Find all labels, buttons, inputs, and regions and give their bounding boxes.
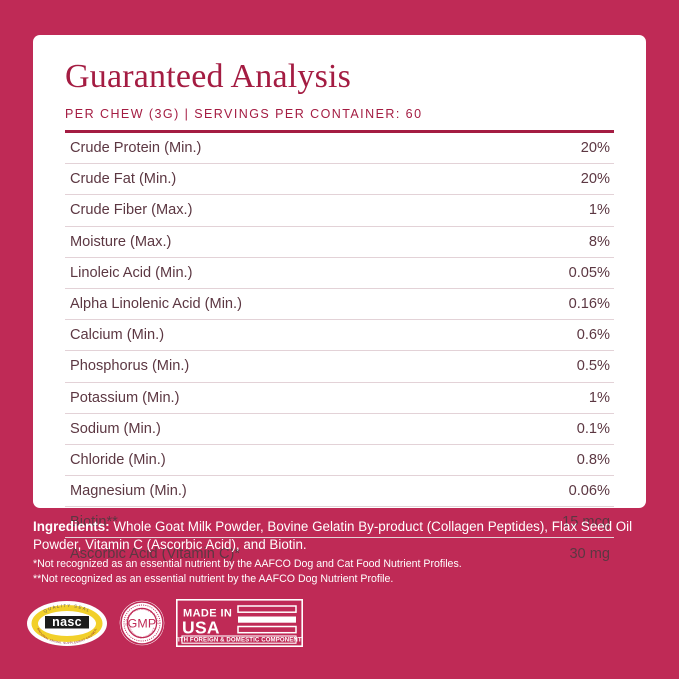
table-row: Alpha Linolenic Acid (Min.) 0.16% <box>65 288 614 320</box>
nutrient-value: 8% <box>588 233 610 250</box>
page-title: Guaranteed Analysis <box>65 58 352 95</box>
footnote-double-asterisk: **Not recognized as an essential nutrien… <box>33 572 394 585</box>
table-row: Chloride (Min.) 0.8% <box>65 444 614 476</box>
gmp-seal-icon: GOOD MANUFACTURING PRACTICES CERTIFIED P… <box>118 597 165 646</box>
nutrition-table: Crude Protein (Min.) 20% Crude Fat (Min.) 2… <box>65 133 614 569</box>
nutrient-name: Potassium (Min.) <box>70 389 180 406</box>
ingredients-text: Whole Goat Milk Powder, Bovine Gelatin B… <box>33 519 633 552</box>
svg-text:MADE IN: MADE IN <box>183 608 232 620</box>
table-row: Crude Fiber (Max.) 1% <box>65 195 614 227</box>
table-row: Moisture (Max.) 8% <box>65 226 614 258</box>
nutrient-value: 0.06% <box>568 483 610 500</box>
table-row: Calcium (Min.) 0.6% <box>65 320 614 351</box>
nutrient-value: 20% <box>580 171 610 188</box>
svg-text:GMP: GMP <box>128 617 157 631</box>
svg-text:WITH FOREIGN & DOMESTIC COMPON: WITH FOREIGN & DOMESTIC COMPONENTS <box>176 637 303 644</box>
nutrient-name: Moisture (Max.) <box>70 233 172 250</box>
nutrient-value: 0.16% <box>568 296 610 313</box>
table-row: Sodium (Min.) 0.1% <box>65 413 614 445</box>
table-row: Potassium (Min.) 1% <box>65 382 614 414</box>
ingredients-block: Ingredients: Whole Goat Milk Powder, Bov… <box>33 518 633 553</box>
nutrient-name: Magnesium (Min.) <box>70 483 187 500</box>
nutrient-name: Biotin** <box>70 514 118 531</box>
table-row: Linoleic Acid (Min.) 0.05% <box>65 257 614 289</box>
footnote-single-asterisk: *Not recognized as an essential nutrient… <box>33 558 462 570</box>
ingredients-label-text: Ingredients: <box>33 519 110 534</box>
nutrient-name: Calcium (Min.) <box>70 327 165 344</box>
nutrient-value: 1% <box>588 389 610 406</box>
nutrient-value: 0.05% <box>568 264 610 281</box>
footnotes-block: *Not recognized as an essential nutrient… <box>33 557 633 586</box>
nutrient-value: 15 mcg <box>562 514 610 531</box>
nutrient-name: Sodium (Min.) <box>70 420 161 437</box>
nutrient-value: 0.6% <box>576 327 610 344</box>
serving-info: PER CHEW (3G) | SERVINGS PER CONTAINER: … <box>65 107 423 121</box>
nutrient-value: 0.8% <box>576 451 610 468</box>
ingredients-label: Ingredients: <box>33 519 110 534</box>
nutrient-name: Crude Fat (Min.) <box>70 171 177 188</box>
table-row: Phosphorus (Min.) 0.5% <box>65 351 614 382</box>
nutrient-name: Crude Fiber (Max.) <box>70 202 193 219</box>
table-row: Crude Fat (Min.) 20% <box>65 164 614 195</box>
nutrient-name: Phosphorus (Min.) <box>70 358 190 375</box>
nutrient-value: 20% <box>580 140 610 157</box>
nutrient-value: 30 mg <box>569 545 610 562</box>
certification-badges: QUALITY SEAL nasc NATIONAL ANIMAL SUPPLE… <box>26 597 306 648</box>
nutrient-value: 1% <box>588 202 610 219</box>
made-in-usa-icon: MADE IN USA WITH FOREIGN & DOMESTIC COMP… <box>172 599 306 648</box>
guaranteed-analysis-card: Guaranteed Analysis PER CHEW (3G) | SERV… <box>33 35 646 562</box>
table-row: Magnesium (Min.) 0.06% <box>65 476 614 507</box>
nutrient-name: Chloride (Min.) <box>70 451 166 468</box>
header-divider <box>65 130 614 133</box>
nutrient-value: 0.1% <box>576 420 610 437</box>
table-row: Crude Protein (Min.) 20% <box>65 133 614 164</box>
table-row: Ascorbic Acid (Vitamin C)* 30 mg <box>65 538 614 569</box>
table-row: Biotin** 15 mcg <box>65 507 614 538</box>
nutrient-name: Crude Protein (Min.) <box>70 140 202 157</box>
nutrient-name: Alpha Linolenic Acid (Min.) <box>70 296 242 313</box>
nutrient-value: 0.5% <box>576 358 610 375</box>
nutrition-table-body: Crude Protein (Min.) 20% Crude Fat (Min.) 2… <box>65 133 614 569</box>
svg-text:nasc: nasc <box>52 615 82 629</box>
nasc-seal-icon: QUALITY SEAL nasc NATIONAL ANIMAL SUPPLE… <box>26 600 108 647</box>
nutrient-name: Linoleic Acid (Min.) <box>70 264 193 281</box>
nutrient-name: Ascorbic Acid (Vitamin C)* <box>70 545 241 562</box>
svg-text:USA: USA <box>182 618 220 638</box>
